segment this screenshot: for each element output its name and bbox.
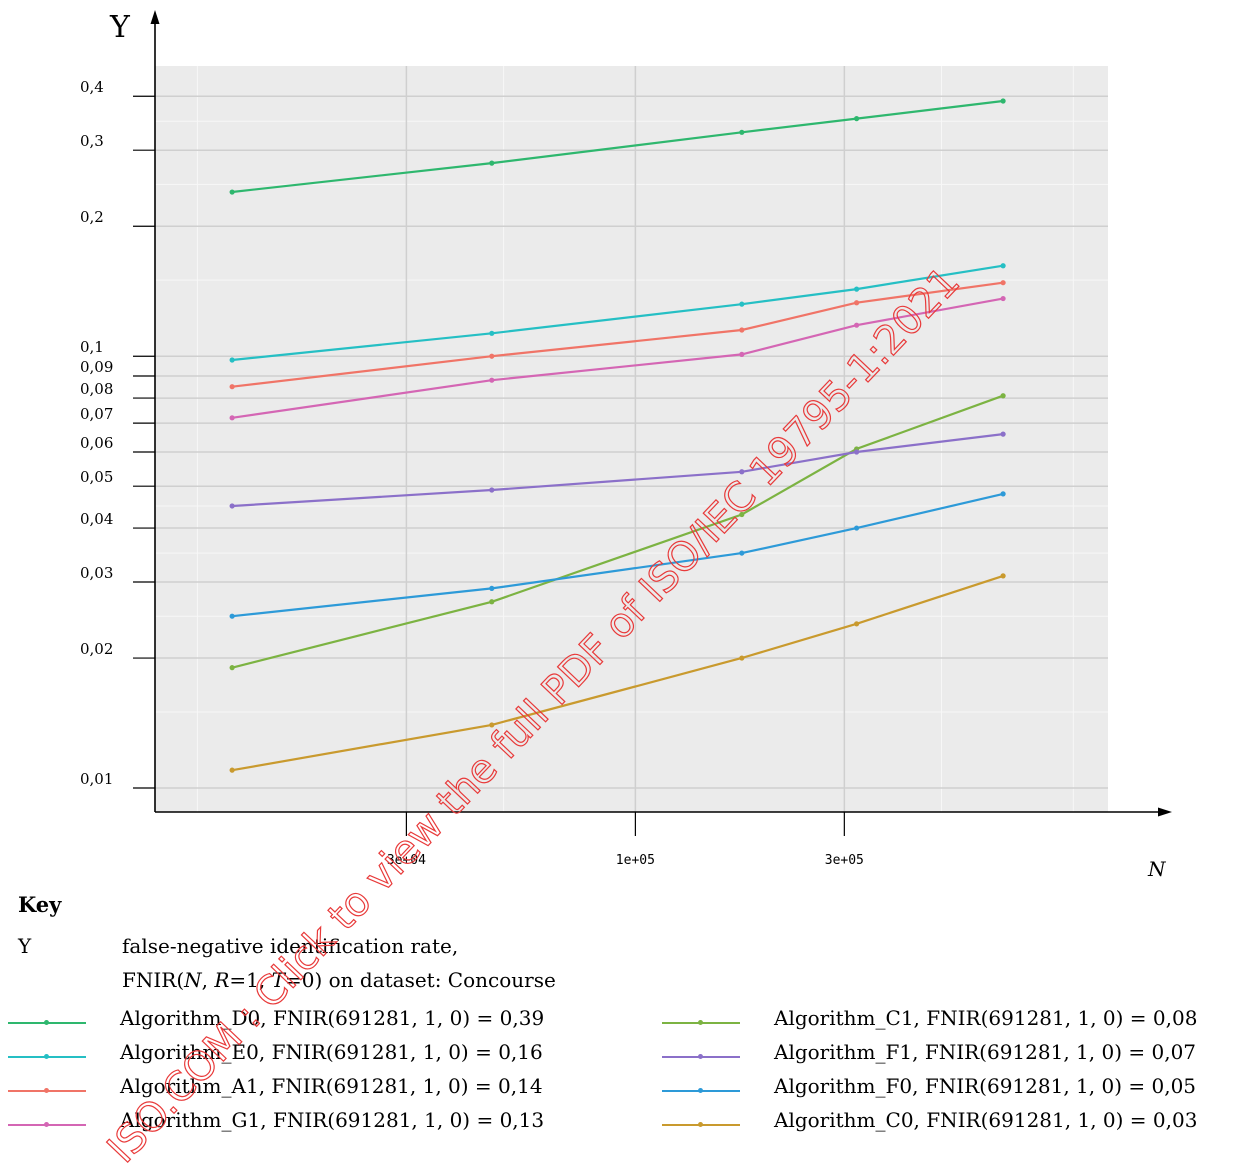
legend-swatch [662,1088,740,1093]
legend-label: Algorithm_A1, FNIR(691281, 1, 0) = 0,14 [120,1074,543,1098]
data-point-algorithm-e0 [739,301,745,307]
legend-label: Algorithm_F1, FNIR(691281, 1, 0) = 0,07 [774,1040,1197,1064]
data-point-algorithm-c1 [739,511,745,518]
legend-label: Algorithm_F0, FNIR(691281, 1, 0) = 0,05 [774,1074,1197,1098]
data-point-algorithm-g1 [229,415,235,421]
legend-swatch [8,1122,86,1127]
data-point-algorithm-d0 [229,189,235,195]
data-point-algorithm-f0 [739,550,745,556]
key-y-symbol: Y [18,934,32,958]
data-point-algorithm-e0 [854,286,860,292]
legend-swatch [662,1054,740,1059]
data-point-algorithm-c1 [229,665,235,671]
y-tick-label: 0,06 [80,434,113,452]
y-axis-arrow [150,10,160,24]
data-point-algorithm-f1 [229,503,235,509]
data-point-algorithm-d0 [739,129,745,135]
legend-label: Algorithm_C1, FNIR(691281, 1, 0) = 0,08 [774,1006,1198,1030]
y-tick-label: 0,08 [80,380,113,398]
data-point-algorithm-c0 [489,722,495,728]
series-algorithm-a1 [229,280,1006,390]
data-point-algorithm-g1 [854,322,860,328]
data-point-algorithm-e0 [1000,263,1006,269]
legend-swatch [662,1122,740,1127]
y-tick-label: 0,02 [80,640,113,658]
data-point-algorithm-g1 [489,377,495,383]
series-layer [229,98,1006,773]
data-point-algorithm-d0 [854,116,860,122]
key-y-definition-line1: false-negative identification rate, [122,934,459,958]
data-point-algorithm-a1 [229,384,235,390]
y-tick-label: 0,3 [80,132,104,150]
x-axis-label: N [1147,857,1167,881]
series-algorithm-e0 [229,263,1006,363]
data-point-algorithm-f0 [489,585,495,591]
legend-swatch [662,1020,740,1025]
data-point-algorithm-f1 [489,487,495,493]
data-point-algorithm-a1 [854,300,860,306]
y-tick-label: 0,05 [80,468,113,486]
series-algorithm-f0 [229,491,1006,619]
y-axis-ticks: 0,4 0,3 0,2 0,1 0,09 0,08 0,07 0,06 0,05 0,04 0,03… [80,78,155,789]
y-tick-label: 0,2 [80,208,104,226]
major-grid [155,66,1108,812]
data-point-algorithm-d0 [1000,98,1006,104]
fnir-chart: 0,4 0,3 0,2 0,1 0,09 0,08 0,07 0,06 0,05 0,04 0,03… [80,10,1172,881]
data-point-algorithm-f1 [1000,431,1006,437]
y-tick-label: 0,01 [80,770,113,788]
y-tick-label: 0,09 [80,358,113,376]
y-axis-label: Y [109,10,131,45]
legend-swatch [8,1088,86,1093]
legend-label: Algorithm_E0, FNIR(691281, 1, 0) = 0,16 [120,1040,543,1064]
x-tick-label: 3e+05 [825,853,864,868]
legend-label: Algorithm_G1, FNIR(691281, 1, 0) = 0,13 [120,1108,545,1132]
y-tick-label: 0,04 [80,510,113,528]
legend-swatch [8,1054,86,1059]
series-algorithm-c0 [229,573,1006,773]
data-point-algorithm-a1 [739,327,745,333]
data-point-algorithm-c0 [739,655,745,661]
data-point-algorithm-c1 [489,599,495,605]
data-point-algorithm-e0 [489,330,495,336]
data-point-algorithm-c0 [229,767,235,773]
data-point-algorithm-f0 [229,613,235,619]
data-point-algorithm-c0 [854,621,860,627]
data-point-algorithm-g1 [1000,295,1006,302]
data-point-algorithm-c1 [1000,393,1006,399]
key-title: Key [18,892,62,917]
data-point-algorithm-d0 [489,160,495,166]
data-point-algorithm-f1 [854,449,860,455]
legend-label: Algorithm_D0, FNIR(691281, 1, 0) = 0,39 [120,1006,545,1030]
data-point-algorithm-a1 [1000,280,1006,286]
series-algorithm-g1 [229,295,1006,421]
y-tick-label: 0,07 [80,405,113,423]
x-axis-arrow [1158,807,1172,817]
data-point-algorithm-g1 [739,351,745,357]
x-tick-label: 3e+04 [387,853,426,868]
series-algorithm-f1 [229,431,1006,509]
y-tick-label: 0,03 [80,564,113,582]
data-point-algorithm-f1 [739,469,745,475]
y-tick-label: 0,4 [80,78,104,96]
data-point-algorithm-f0 [854,525,860,531]
data-point-algorithm-e0 [229,357,235,363]
y-tick-label: 0,1 [80,338,104,356]
x-axis-ticks: 3e+04 1e+05 3e+05 [387,812,864,868]
data-point-algorithm-c0 [1000,573,1006,579]
legend-label: Algorithm_C0, FNIR(691281, 1, 0) = 0,03 [774,1108,1198,1132]
data-point-algorithm-f0 [1000,491,1006,497]
key-y-definition-line2: FNIR(N, R=1, T=0) on dataset: Concourse [122,968,556,992]
x-tick-label: 1e+05 [616,853,655,868]
data-point-algorithm-a1 [489,353,495,359]
series-algorithm-d0 [229,98,1006,195]
legend-swatch [8,1020,86,1025]
